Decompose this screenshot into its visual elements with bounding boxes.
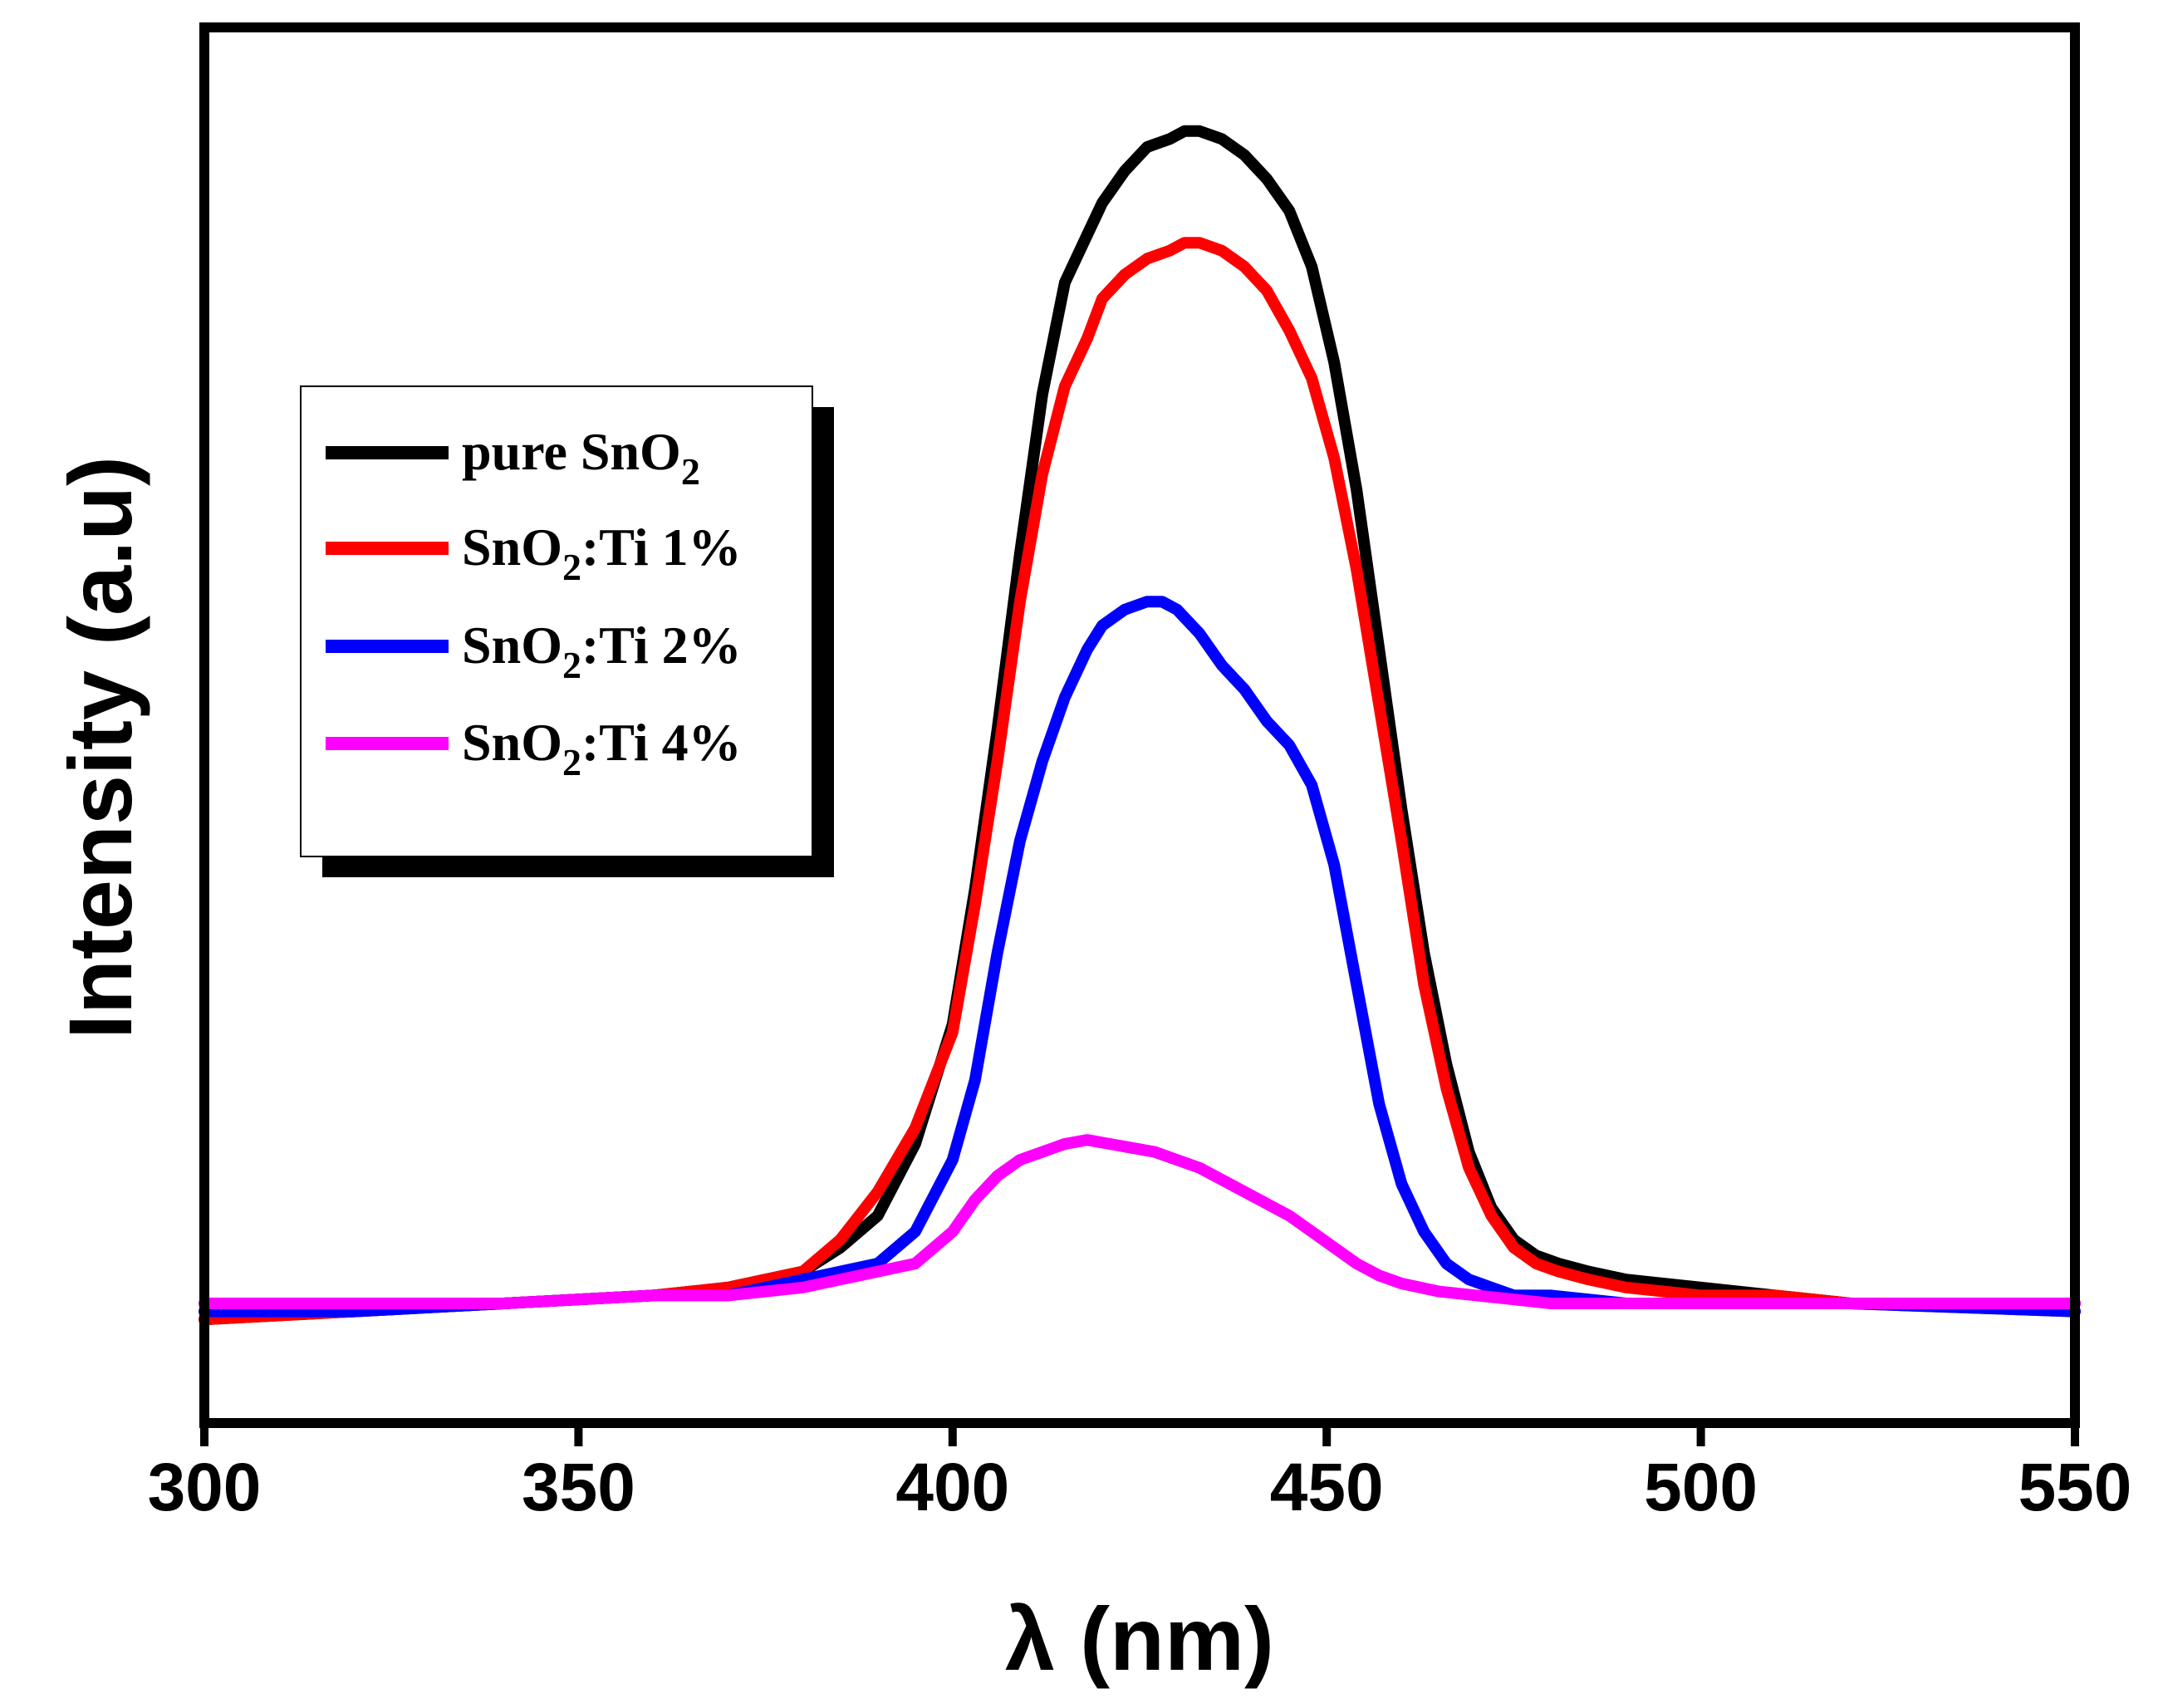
x-tick-label: 400 bbox=[895, 1450, 1009, 1525]
x-tick-label: 550 bbox=[2018, 1450, 2132, 1525]
series-line-3 bbox=[199, 1134, 2081, 1309]
series-line-0 bbox=[199, 125, 2081, 1326]
legend-box bbox=[300, 385, 813, 857]
x-tick-label: 350 bbox=[522, 1450, 635, 1525]
legend-label-2: SnO2:Ti 2% bbox=[462, 616, 742, 686]
x-tick-label: 300 bbox=[148, 1450, 262, 1525]
legend-label-0: pure SnO2 bbox=[462, 422, 700, 493]
legend-label-3: SnO2:Ti 4% bbox=[462, 713, 742, 783]
series-line-1 bbox=[199, 237, 2081, 1326]
legend: pure SnO2 SnO2:Ti 1% SnO2:Ti 2% SnO2:Ti 4% bbox=[300, 385, 834, 877]
x-tick-labels: 300 350 400 450 500 550 bbox=[148, 1450, 2132, 1525]
series-group bbox=[199, 125, 2081, 1326]
legend-entries: pure SnO2 SnO2:Ti 1% SnO2:Ti 2% SnO2:Ti 4% bbox=[326, 422, 742, 783]
series-line-2 bbox=[199, 596, 2081, 1318]
plot-frame bbox=[199, 22, 2080, 1428]
x-axis-title: λ (nm) bbox=[1005, 1588, 1274, 1689]
x-tick-label: 450 bbox=[1270, 1450, 1384, 1525]
y-axis-title: Intensity (a.u) bbox=[50, 456, 150, 1039]
x-tick-marks bbox=[200, 1423, 2079, 1446]
legend-label-1: SnO2:Ti 1% bbox=[462, 518, 742, 588]
x-tick-label: 500 bbox=[1644, 1450, 1758, 1525]
